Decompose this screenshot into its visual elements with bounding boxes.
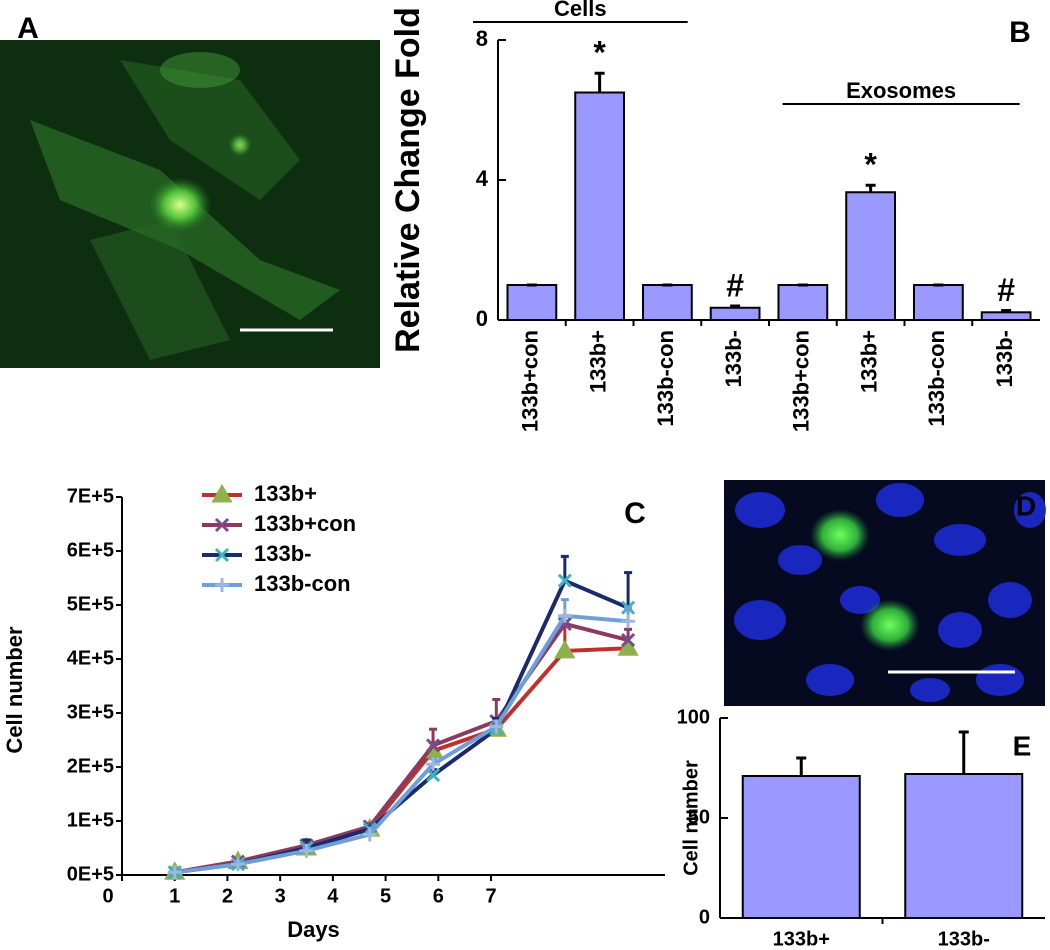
x-tick-label: 133b-con xyxy=(653,330,678,427)
marker xyxy=(557,573,572,588)
bar xyxy=(912,284,964,321)
x-tick-label: 133b+ xyxy=(773,928,830,950)
y-tick-label: 4E+5 xyxy=(67,647,114,669)
marker xyxy=(230,857,245,872)
x-tick-label: 133b+ xyxy=(585,330,610,393)
marker xyxy=(621,633,636,648)
x-tick-label: 133b+ xyxy=(856,330,881,393)
x-tick-label: 0 xyxy=(102,885,113,907)
panel-label: A xyxy=(17,12,39,45)
x-tick-label: 4 xyxy=(327,885,339,907)
bar xyxy=(506,284,558,321)
y-tick-label: 6E+5 xyxy=(67,539,114,561)
y-tick-label: 1E+5 xyxy=(67,809,114,831)
marker xyxy=(617,637,639,656)
y-tick-label: 5E+5 xyxy=(67,593,114,615)
y-tick-label: 3E+5 xyxy=(67,701,114,723)
panel-label: C xyxy=(624,497,646,530)
y-axis-label: Cell number xyxy=(680,760,702,876)
y-tick-label: 8 xyxy=(476,26,488,51)
y-tick-label: 2E+5 xyxy=(67,755,114,777)
series-line xyxy=(174,646,629,875)
marker xyxy=(621,614,636,629)
value-marker: * xyxy=(593,35,606,71)
bar xyxy=(980,311,1032,321)
series-line xyxy=(174,621,629,875)
y-axis-label: Cell number xyxy=(2,626,27,754)
panel-label: B xyxy=(1009,16,1031,49)
marker xyxy=(557,608,572,623)
x-tick-label: 2 xyxy=(222,885,233,907)
x-axis-label: Days xyxy=(287,917,340,942)
y-axis-label: Relative Change Fold xyxy=(389,7,427,353)
x-tick-label: 1 xyxy=(169,885,180,907)
x-tick-label: 6 xyxy=(433,885,444,907)
y-tick-label: 0E+5 xyxy=(67,863,114,885)
legend-marker xyxy=(211,483,233,503)
y-tick-label: 4 xyxy=(476,166,489,191)
bar xyxy=(574,91,626,321)
marker xyxy=(362,827,377,842)
panel-label: D xyxy=(1016,490,1036,521)
y-tick-label: 50 xyxy=(688,806,710,828)
x-tick-label: 133b- xyxy=(721,330,746,387)
panel-label: E xyxy=(1013,730,1032,761)
y-tick-label: 0 xyxy=(699,906,710,928)
legend-marker xyxy=(214,517,230,533)
x-tick-label: 133b- xyxy=(992,330,1017,387)
marker xyxy=(426,757,441,772)
x-tick-label: 3 xyxy=(275,885,286,907)
bar xyxy=(641,284,693,321)
legend-label: 133b+con xyxy=(254,511,356,536)
legend-label: 133b+ xyxy=(254,481,317,506)
x-tick-label: 7 xyxy=(485,885,496,907)
y-tick-label: 0 xyxy=(476,306,488,331)
bar xyxy=(709,306,761,321)
y-tick-label: 7E+5 xyxy=(67,485,114,507)
value-marker: # xyxy=(997,272,1015,308)
image-a: A xyxy=(0,12,380,368)
group-label: Exosomes xyxy=(846,78,956,103)
x-tick-label: 5 xyxy=(380,885,391,907)
x-tick-label: 133b-con xyxy=(924,330,949,427)
value-marker: # xyxy=(726,267,744,303)
legend-marker xyxy=(215,578,229,592)
marker xyxy=(425,738,441,753)
marker xyxy=(299,843,314,858)
group-label: Cells xyxy=(554,0,607,21)
x-tick-label: 133b- xyxy=(938,928,990,950)
y-tick-label: 100 xyxy=(677,706,710,728)
legend-label: 133b-con xyxy=(254,571,351,596)
legend-label: 133b- xyxy=(254,541,311,566)
marker xyxy=(554,639,576,659)
value-marker: * xyxy=(864,147,877,183)
legend-marker xyxy=(214,547,230,563)
image-d: D xyxy=(724,480,1046,706)
bar xyxy=(845,191,897,321)
marker xyxy=(167,865,182,880)
bar xyxy=(777,284,829,321)
bar xyxy=(741,775,861,919)
x-tick-label: 133b+con xyxy=(518,330,543,432)
x-tick-label: 133b+con xyxy=(789,330,814,432)
series-line xyxy=(174,613,629,875)
marker xyxy=(489,719,504,734)
bar xyxy=(904,773,1024,919)
